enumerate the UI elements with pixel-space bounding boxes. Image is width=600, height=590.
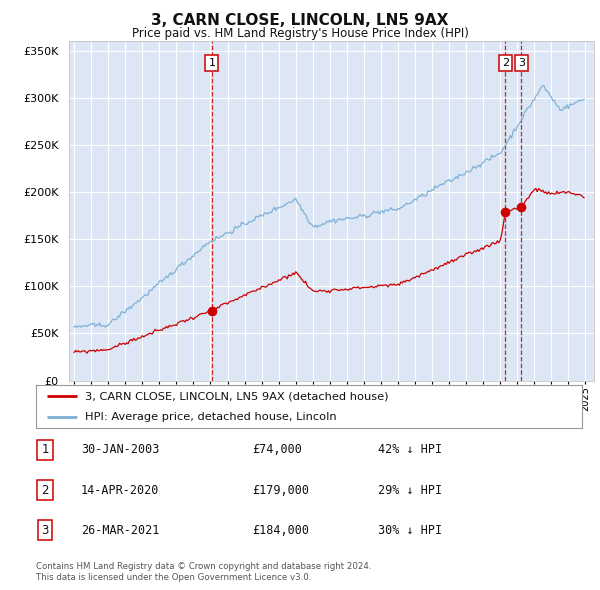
Text: 14-APR-2020: 14-APR-2020 <box>81 484 160 497</box>
Text: Price paid vs. HM Land Registry's House Price Index (HPI): Price paid vs. HM Land Registry's House … <box>131 27 469 40</box>
Text: 1: 1 <box>41 444 49 457</box>
Text: HPI: Average price, detached house, Lincoln: HPI: Average price, detached house, Linc… <box>85 412 337 422</box>
Text: 2: 2 <box>41 484 49 497</box>
Text: 26-MAR-2021: 26-MAR-2021 <box>81 524 160 537</box>
Text: 3, CARN CLOSE, LINCOLN, LN5 9AX (detached house): 3, CARN CLOSE, LINCOLN, LN5 9AX (detache… <box>85 391 389 401</box>
Text: 2: 2 <box>502 58 509 68</box>
Text: Contains HM Land Registry data © Crown copyright and database right 2024.
This d: Contains HM Land Registry data © Crown c… <box>36 562 371 582</box>
Text: 3, CARN CLOSE, LINCOLN, LN5 9AX: 3, CARN CLOSE, LINCOLN, LN5 9AX <box>151 13 449 28</box>
Text: £184,000: £184,000 <box>252 524 309 537</box>
Text: £179,000: £179,000 <box>252 484 309 497</box>
Text: 29% ↓ HPI: 29% ↓ HPI <box>378 484 442 497</box>
Text: 3: 3 <box>518 58 525 68</box>
Text: 30% ↓ HPI: 30% ↓ HPI <box>378 524 442 537</box>
Text: 1: 1 <box>208 58 215 68</box>
Text: £74,000: £74,000 <box>252 444 302 457</box>
Text: 30-JAN-2003: 30-JAN-2003 <box>81 444 160 457</box>
Text: 42% ↓ HPI: 42% ↓ HPI <box>378 444 442 457</box>
Text: 3: 3 <box>41 524 49 537</box>
